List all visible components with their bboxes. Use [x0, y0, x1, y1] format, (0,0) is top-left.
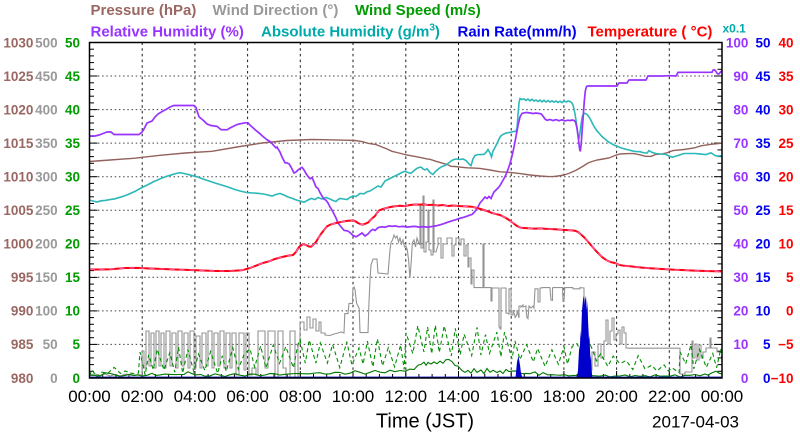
- svg-text:20: 20: [65, 237, 80, 252]
- svg-text:250: 250: [35, 203, 58, 218]
- svg-text:995: 995: [11, 270, 34, 285]
- svg-text:10: 10: [778, 237, 793, 252]
- svg-text:35: 35: [778, 69, 794, 84]
- svg-text:2017-04-03: 2017-04-03: [652, 413, 739, 432]
- svg-text:00:00: 00:00: [701, 387, 744, 406]
- svg-text:1005: 1005: [3, 203, 34, 218]
- svg-text:35: 35: [65, 136, 81, 151]
- svg-text:0: 0: [741, 371, 749, 386]
- svg-text:45: 45: [65, 69, 81, 84]
- svg-text:30: 30: [755, 170, 770, 185]
- svg-text:1020: 1020: [3, 102, 33, 117]
- svg-text:1015: 1015: [3, 136, 34, 151]
- svg-text:25: 25: [755, 203, 771, 218]
- svg-text:20: 20: [733, 304, 748, 319]
- svg-text:Wind Direction (°): Wind Direction (°): [213, 2, 339, 19]
- svg-text:15: 15: [65, 270, 81, 285]
- svg-text:10: 10: [65, 304, 80, 319]
- svg-text:50: 50: [43, 337, 58, 352]
- svg-text:30: 30: [733, 270, 748, 285]
- svg-text:985: 985: [11, 337, 34, 352]
- svg-text:25: 25: [778, 136, 794, 151]
- svg-text:06:00: 06:00: [226, 387, 269, 406]
- svg-text:40: 40: [755, 102, 770, 117]
- svg-text:Wind Speed (m/s): Wind Speed (m/s): [355, 2, 481, 19]
- svg-text:30: 30: [65, 170, 80, 185]
- svg-text:Rain Rate(mm/h): Rain Rate(mm/h): [458, 24, 577, 41]
- svg-text:0: 0: [763, 371, 771, 386]
- svg-text:200: 200: [35, 237, 58, 252]
- svg-text:5: 5: [786, 270, 794, 285]
- svg-text:0: 0: [50, 371, 58, 386]
- svg-text:500: 500: [35, 35, 58, 50]
- svg-text:20:00: 20:00: [595, 387, 638, 406]
- svg-text:02:00: 02:00: [121, 387, 164, 406]
- svg-text:40: 40: [733, 237, 748, 252]
- svg-text:20: 20: [778, 170, 793, 185]
- svg-text:Relative Humidity (%): Relative Humidity (%): [91, 24, 244, 41]
- svg-text:0: 0: [786, 304, 794, 319]
- svg-text:1000: 1000: [3, 237, 33, 252]
- svg-text:22:00: 22:00: [648, 387, 691, 406]
- svg-text:40: 40: [778, 35, 793, 50]
- svg-text:00:00: 00:00: [68, 387, 111, 406]
- svg-text:5: 5: [72, 337, 80, 352]
- svg-text:25: 25: [65, 203, 81, 218]
- svg-text:10: 10: [755, 304, 770, 319]
- svg-text:45: 45: [755, 69, 771, 84]
- svg-text:150: 150: [35, 270, 58, 285]
- svg-text:1030: 1030: [3, 35, 33, 50]
- svg-text:450: 450: [35, 69, 58, 84]
- svg-text:50: 50: [733, 203, 748, 218]
- svg-text:08:00: 08:00: [279, 387, 322, 406]
- svg-text:5: 5: [763, 337, 771, 352]
- svg-text:990: 990: [11, 304, 34, 319]
- svg-text:16:00: 16:00: [490, 387, 533, 406]
- svg-text:1025: 1025: [3, 69, 34, 84]
- svg-text:70: 70: [733, 136, 748, 151]
- svg-text:−5: −5: [778, 337, 794, 352]
- svg-text:04:00: 04:00: [174, 387, 217, 406]
- svg-text:−10: −10: [771, 371, 794, 386]
- svg-text:100: 100: [726, 35, 749, 50]
- svg-text:50: 50: [65, 35, 80, 50]
- svg-text:0: 0: [72, 371, 80, 386]
- svg-text:14:00: 14:00: [437, 387, 480, 406]
- svg-text:Absolute Humidity (g/m3): Absolute Humidity (g/m3): [261, 23, 440, 41]
- svg-text:20: 20: [755, 237, 770, 252]
- svg-text:18:00: 18:00: [543, 387, 586, 406]
- svg-text:Time (JST): Time (JST): [376, 411, 474, 433]
- svg-text:Temperature ( °C): Temperature ( °C): [588, 24, 713, 41]
- svg-text:350: 350: [35, 136, 58, 151]
- svg-text:15: 15: [755, 270, 771, 285]
- svg-text:30: 30: [778, 102, 793, 117]
- svg-text:300: 300: [35, 170, 58, 185]
- svg-text:100: 100: [35, 304, 58, 319]
- svg-text:60: 60: [733, 170, 748, 185]
- svg-text:40: 40: [65, 102, 80, 117]
- svg-text:35: 35: [755, 136, 771, 151]
- svg-text:80: 80: [733, 102, 748, 117]
- svg-text:12:00: 12:00: [385, 387, 428, 406]
- svg-text:50: 50: [755, 35, 770, 50]
- svg-text:980: 980: [11, 371, 34, 386]
- svg-text:90: 90: [733, 69, 748, 84]
- svg-text:10: 10: [733, 337, 748, 352]
- svg-text:x0.1: x0.1: [723, 22, 747, 36]
- svg-text:400: 400: [35, 102, 58, 117]
- svg-text:1010: 1010: [3, 170, 33, 185]
- svg-text:15: 15: [778, 203, 794, 218]
- svg-text:Pressure (hPa): Pressure (hPa): [91, 2, 197, 19]
- svg-text:10:00: 10:00: [332, 387, 375, 406]
